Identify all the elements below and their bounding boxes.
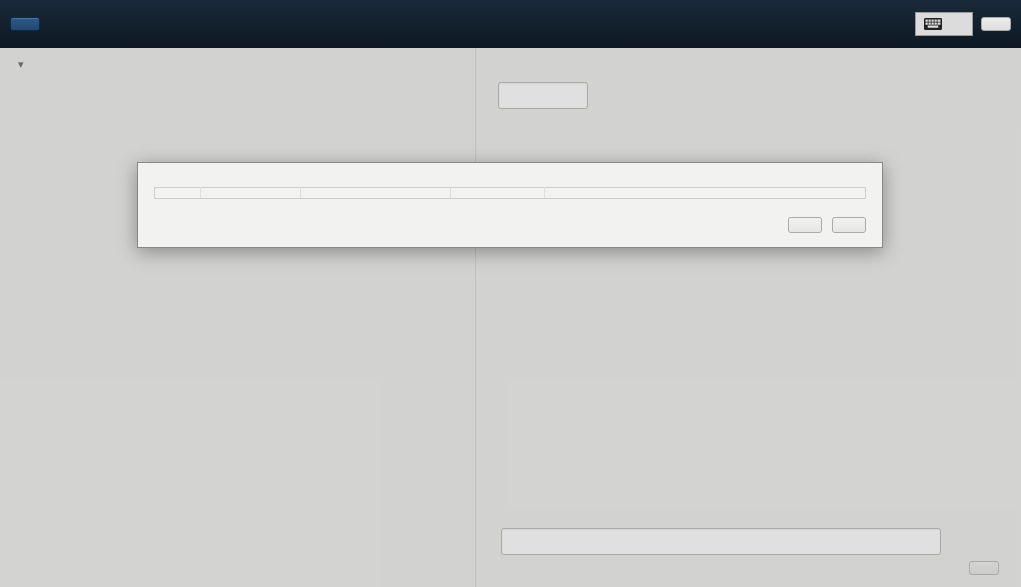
installation-tree-header[interactable]: ▾ xyxy=(0,48,475,77)
summary-of-changes-dialog xyxy=(137,162,883,248)
col-action[interactable] xyxy=(201,188,301,199)
partition-tree-panel: ▾ xyxy=(0,48,476,587)
col-order[interactable] xyxy=(155,188,201,199)
main-area: ▾ xyxy=(0,48,1021,587)
col-device-name[interactable] xyxy=(451,188,545,199)
mountpoint-input[interactable] xyxy=(498,82,588,109)
keyboard-indicator[interactable] xyxy=(915,12,973,36)
help-button[interactable] xyxy=(981,17,1011,31)
changes-table xyxy=(154,187,866,199)
col-mount-point[interactable] xyxy=(545,188,866,199)
update-settings-button[interactable] xyxy=(969,561,999,575)
chevron-down-icon: ▾ xyxy=(18,58,24,71)
keyboard-icon xyxy=(924,17,942,31)
top-bar xyxy=(0,0,1021,48)
accept-changes-button[interactable] xyxy=(832,217,866,233)
table-header-row xyxy=(155,188,866,199)
cancel-return-button[interactable] xyxy=(788,217,822,233)
done-button[interactable] xyxy=(10,17,40,31)
detail-panel xyxy=(476,48,1021,587)
label-input[interactable] xyxy=(501,528,941,555)
section-system-label xyxy=(0,77,475,83)
col-type[interactable] xyxy=(301,188,451,199)
